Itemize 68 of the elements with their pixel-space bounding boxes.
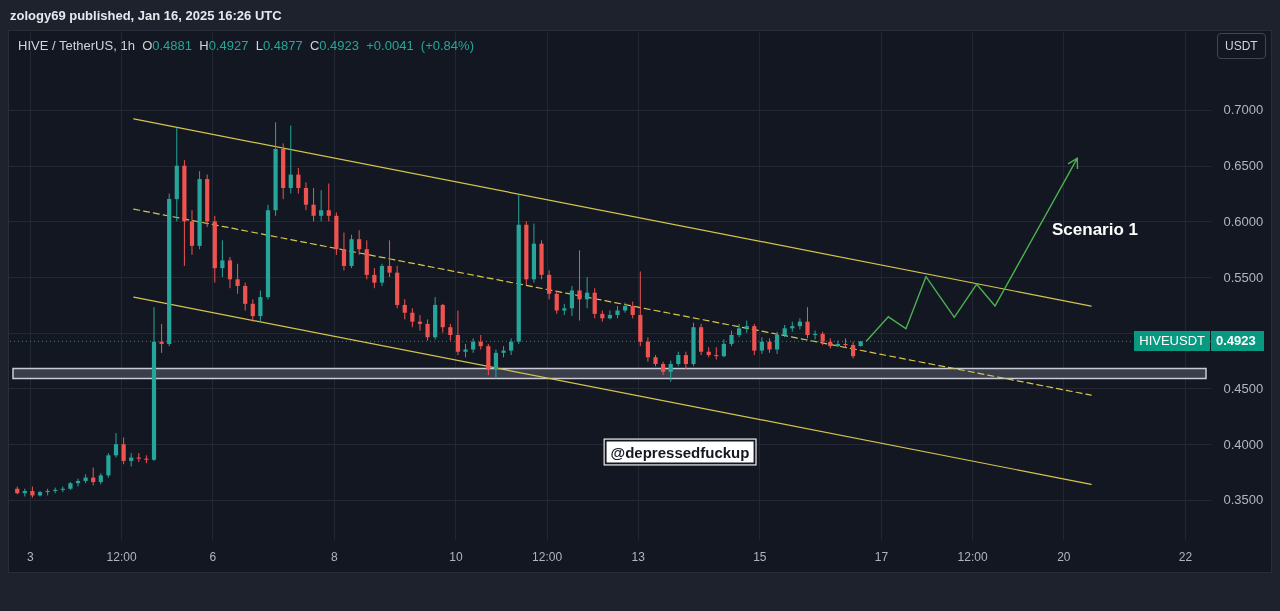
candlestick (471, 337, 476, 354)
candlestick (547, 269, 552, 300)
candlestick (569, 285, 575, 317)
x-tick-label: 12:00 (957, 549, 988, 564)
x-tick-label: 12:00 (106, 549, 137, 564)
candlestick (410, 307, 415, 328)
candlestick (243, 282, 248, 312)
candlestick (372, 267, 377, 289)
y-tick-label: 0.3500 (1223, 492, 1264, 508)
candlestick (493, 349, 499, 379)
x-tick-label: 6 (209, 549, 217, 564)
candlestick (303, 181, 309, 211)
x-tick-label: 12:00 (532, 549, 563, 564)
candlestick (774, 331, 780, 355)
candlestick (341, 232, 347, 271)
candlestick (220, 239, 225, 278)
candlestick (455, 310, 461, 356)
candlestick (319, 189, 324, 222)
candlestick (440, 303, 445, 334)
candlestick (159, 323, 164, 354)
y-tick-label: 0.6500 (1223, 158, 1264, 174)
candlestick (623, 302, 628, 314)
y-tick-label: 0.5500 (1223, 269, 1264, 285)
candlestick (645, 336, 651, 363)
candlestick (121, 437, 126, 465)
x-tick-label: 3 (27, 549, 35, 564)
y-tick-label: 0.4500 (1223, 380, 1264, 396)
text: HIVE / TetherUS, 1h O0.4881 H0.4927 L0.4877 C0.4923 +0.0041 (+0.84%) (18, 38, 474, 53)
ref-line-label: HIVEUSDT 0.4923 (1138, 332, 1257, 351)
candlestick (258, 289, 263, 323)
chart-title: zology69 published, Jan 16, 2025 16:26 UTC (10, 8, 282, 23)
candlestick (235, 263, 240, 295)
candlestick (296, 167, 301, 195)
y-tick-label: 0.4000 (1223, 436, 1264, 452)
candlestick (592, 287, 597, 319)
x-tick-label: 20 (1057, 549, 1071, 564)
candlestick (288, 125, 293, 195)
candlestick (759, 336, 764, 355)
candlestick (387, 239, 392, 278)
candlestick (357, 229, 362, 256)
annotation: @depressedfuckup (604, 439, 756, 465)
candlestick (326, 183, 331, 222)
x-tick-label: 8 (330, 549, 338, 564)
candlestick (106, 452, 111, 479)
candlestick (227, 256, 233, 289)
candlestick (425, 318, 430, 342)
y-axis-title: USDT (1217, 33, 1266, 59)
y-tick-label: 0.7000 (1223, 102, 1264, 118)
candlestick (486, 343, 491, 376)
x-tick-label: 10 (449, 549, 463, 564)
annotation: Scenario 1 (1052, 220, 1138, 240)
candlestick (668, 360, 673, 383)
candlestick (509, 337, 514, 356)
candlestick (577, 249, 582, 322)
candlestick (379, 263, 385, 287)
candlestick (736, 323, 742, 338)
x-tick-label: 15 (753, 549, 767, 564)
x-tick-label: 17 (874, 549, 889, 564)
candlestick (683, 351, 689, 371)
x-tick-label: 13 (631, 549, 646, 564)
candlestick (250, 298, 255, 323)
x-tick-label: 22 (1178, 549, 1193, 564)
candlestick (554, 289, 559, 315)
y-tick-label: 0.6000 (1223, 213, 1264, 229)
candlestick (805, 306, 810, 339)
candlestick (311, 187, 316, 222)
candlestick (113, 432, 119, 459)
candlestick (402, 298, 407, 320)
